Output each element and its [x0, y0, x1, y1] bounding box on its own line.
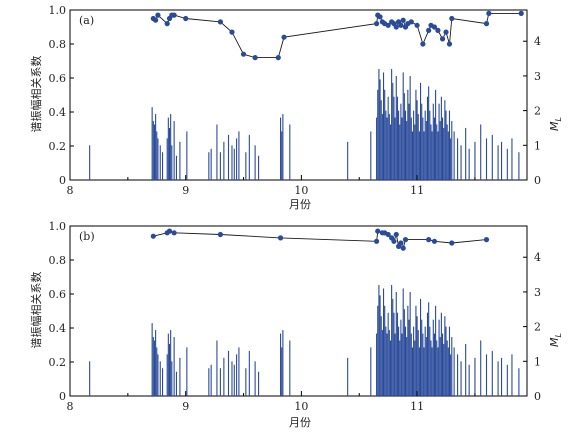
panel-a-y2label-main: M: [548, 121, 561, 131]
panel-b-xlabel: 月份: [289, 416, 311, 429]
panel-a-correlation-point: [449, 15, 455, 22]
panel-a-y2tick-label: 1: [534, 139, 541, 152]
panel-a-correlation-point: [435, 27, 441, 33]
panel-a-correlation-point: [373, 21, 380, 27]
panel-a-correlation-point: [398, 22, 404, 28]
panel-b-y2tick-label: 4: [534, 251, 541, 264]
panel-b-correlation-line: [153, 230, 487, 250]
panel-a-ytick-label: 0.4: [49, 106, 67, 119]
panel-b-correlation-point: [402, 237, 409, 243]
panel-a-correlation-point: [171, 12, 177, 18]
panel-a-correlation-point: [385, 22, 391, 28]
panel-b-correlation-point: [449, 240, 455, 246]
panel-b-correlation-point: [171, 230, 177, 236]
panel-b-correlation-point: [483, 237, 490, 243]
panel-a-y2label-sub: L: [554, 117, 563, 121]
panel-a-correlation-point: [153, 17, 159, 23]
panel-b-ylabel: 谱振幅相关系数: [29, 272, 43, 349]
panel-a-xtick-label: 10: [294, 184, 308, 197]
panel-b-correlation-point: [398, 240, 404, 246]
panel-a-correlation-point: [275, 55, 281, 61]
panel-a-xtick-label: 11: [410, 184, 424, 197]
panel-b-correlation-point: [277, 235, 284, 241]
panel-a-correlation-point: [164, 21, 170, 27]
panel-a-plot: 0 0.2 0.4 0.6 0.8 1.0 0 1 2 3 4 8 9 10 11: [49, 4, 542, 197]
panel-b-correlation-point: [391, 238, 397, 244]
panel-a-correlation-point: [414, 22, 420, 28]
panel-a-correlation-point: [446, 41, 453, 47]
panel-b-correlation-point: [400, 245, 406, 251]
panel-b-y2label-sub: L: [554, 333, 563, 337]
panel-a-correlation-point: [420, 41, 426, 47]
panel-a-correlation-point: [518, 10, 524, 16]
panel-b-correlation-point: [375, 228, 381, 234]
panel-b-xtick-label: 9: [182, 400, 189, 413]
panel-a-correlation-point: [281, 34, 287, 40]
panel-a-ylabel: 谱振幅相关系数: [29, 56, 43, 133]
panel-a-ytick-label: 1.0: [49, 4, 67, 17]
panel-a-frame: [69, 9, 528, 181]
panel-a-correlation-point: [483, 21, 490, 27]
panel-a-correlation-point: [183, 15, 189, 22]
panel-b-correlation-point: [393, 231, 399, 238]
panel-a-correlation-point: [393, 24, 399, 30]
panel-a-ytick-label: 0: [59, 174, 66, 187]
panel-a-correlation-point: [443, 29, 449, 35]
panel-b-xtick-label: 8: [67, 400, 74, 413]
panel-a-correlation-point: [240, 51, 247, 57]
panel-b: (b) 谱振幅相关系数 月份 ML 0 0.2 0.4 0.6 0.8 1.0 0 1 2 3 4 8…: [29, 220, 563, 429]
panel-b-y2label-main: M: [548, 337, 561, 347]
panel-a-correlation-point: [252, 55, 258, 61]
panel-a: (a) 谱振幅相关系数 月份 ML 0 0.2 0.4 0.6 0.8 1.0 0 1 2 3 4 8…: [29, 4, 563, 211]
panel-a-correlation-point: [377, 14, 383, 20]
panel-a-ytick-label: 0.8: [49, 38, 67, 51]
panel-b-y2tick-label: 3: [534, 286, 541, 299]
panel-b-correlation-point: [150, 233, 156, 239]
panel-a-correlation-point: [400, 17, 406, 23]
panel-b-y2tick-label: 2: [534, 321, 541, 334]
panel-a-xtick-label: 9: [182, 184, 189, 197]
panel-a-y2tick-label: 3: [534, 70, 541, 83]
panel-b-label: (b): [79, 230, 95, 243]
panel-a-correlation-point: [439, 36, 446, 42]
panel-b-xtick-label: 11: [410, 400, 424, 413]
panel-a-correlation-point: [431, 24, 438, 30]
panel-b-correlation-point: [385, 231, 391, 238]
panel-b-y2label: ML: [548, 333, 563, 347]
panel-a-label: (a): [79, 14, 94, 27]
panel-a-ytick-label: 0.6: [49, 72, 67, 85]
panel-b-correlation-point: [431, 238, 438, 244]
panel-b-ytick-label: 0.2: [49, 356, 67, 369]
panel-b-ytick-label: 0.6: [49, 288, 67, 301]
panel-a-ytick-label: 0.2: [49, 140, 67, 153]
panel-a-correlation-point: [229, 29, 235, 35]
panel-b-ytick-label: 0.4: [49, 322, 67, 335]
panel-b-xtick-label: 10: [294, 400, 308, 413]
panel-a-xlabel: 月份: [289, 198, 311, 211]
panel-a-correlation-point: [486, 10, 492, 16]
panel-a-correlation-point: [408, 19, 414, 25]
panel-b-y2tick-label: 0: [534, 390, 541, 403]
panel-a-y2tick-label: 2: [534, 105, 541, 118]
panel-a-correlation-line: [153, 12, 522, 59]
panel-b-correlation-point: [426, 237, 432, 243]
panel-a-y2tick-label: 4: [534, 35, 541, 48]
panel-b-correlation-point: [373, 238, 380, 244]
panel-b-ytick-label: 0.8: [49, 254, 67, 267]
panel-b-correlation-point: [217, 231, 224, 238]
panel-a-xtick-label: 8: [67, 184, 74, 197]
panel-a-correlation-point: [217, 19, 224, 25]
panel-b-correlation-point: [166, 228, 173, 234]
panel-b-frame: [69, 225, 528, 397]
panel-b-ytick-label: 1.0: [49, 220, 67, 233]
panel-b-ytick-label: 0: [59, 390, 66, 403]
panel-a-y2tick-label: 0: [534, 174, 541, 187]
panel-a-y2label: ML: [548, 117, 563, 131]
panel-a-correlation-point: [155, 12, 161, 18]
panel-b-plot: 0 0.2 0.4 0.6 0.8 1.0 0 1 2 3 4 8 9 10 11: [49, 220, 542, 413]
panel-b-y2tick-label: 1: [534, 355, 541, 368]
panel-a-correlation-point: [426, 27, 432, 33]
